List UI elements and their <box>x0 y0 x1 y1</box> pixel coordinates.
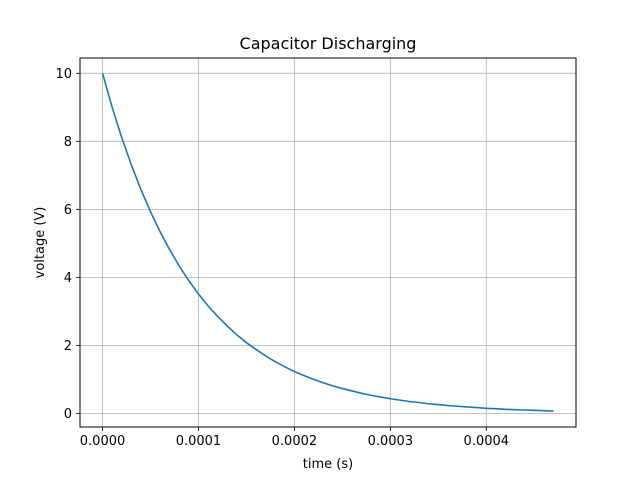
x-axis: 0.0000 0.0001 0.0002 0.0003 0.0004 <box>80 427 509 449</box>
series-line <box>101 73 554 412</box>
x-tick-label: 0.0001 <box>176 434 222 449</box>
x-tick-label: 0.0000 <box>80 434 126 449</box>
x-axis-label: time (s) <box>303 457 353 472</box>
y-tick-label: 10 <box>55 67 72 82</box>
y-tick-label: 4 <box>64 271 72 286</box>
x-tick-label: 0.0003 <box>368 434 414 449</box>
x-tick-label: 0.0004 <box>464 434 510 449</box>
chart-title: Capacitor Discharging <box>240 34 417 53</box>
y-axis-label: voltage (V) <box>33 207 48 279</box>
grid <box>80 58 576 427</box>
y-tick-label: 8 <box>64 135 72 150</box>
plot-frame <box>79 57 577 428</box>
y-tick-label: 2 <box>64 339 72 354</box>
y-tick-label: 6 <box>64 203 72 218</box>
x-tick-label: 0.0002 <box>272 434 318 449</box>
series-layer <box>101 73 554 412</box>
y-tick-label: 0 <box>64 407 72 422</box>
y-axis: 0 2 4 6 8 10 <box>55 67 80 422</box>
